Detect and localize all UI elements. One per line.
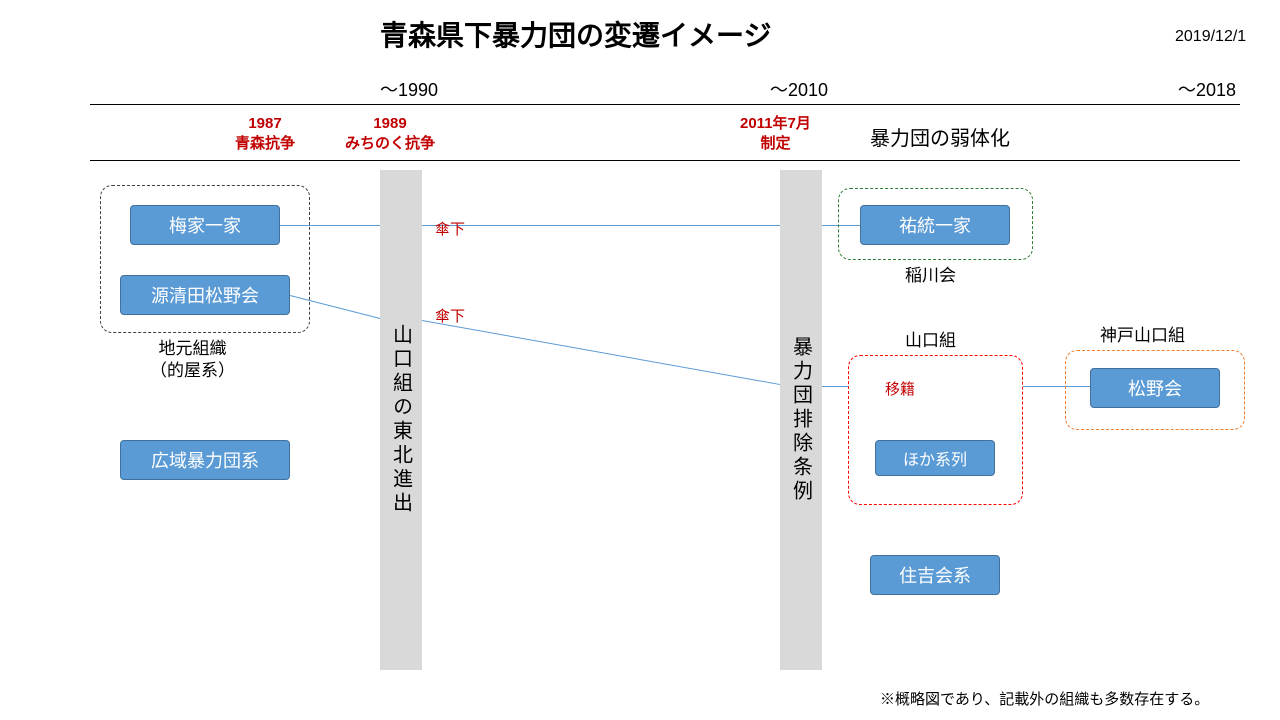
- diagram-title: 青森県下暴力団の変遷イメージ: [380, 14, 771, 54]
- relation-label: 傘下: [435, 305, 465, 326]
- era-label: ～2010: [770, 76, 828, 102]
- org-matsuno: 松野会: [1090, 368, 1220, 408]
- vertical-bar: 暴力団排除条例: [780, 170, 822, 670]
- footnote: ※概略図であり、記載外の組織も多数存在する。: [880, 688, 1209, 709]
- org-yuto: 祐統一家: [860, 205, 1010, 245]
- vertical-bar: 山口組の東北進出: [380, 170, 422, 670]
- connector-line: [422, 225, 780, 226]
- connector-line: [822, 386, 848, 387]
- org-hokakeiretsu: ほか系列: [875, 440, 995, 476]
- event-label: 2011年7月 制定: [740, 114, 811, 153]
- connector-line: [422, 320, 780, 385]
- relation-label: 傘下: [435, 218, 465, 239]
- group-label: 山口組: [905, 330, 956, 352]
- group-label: 稲川会: [905, 265, 956, 287]
- era-label: ～1990: [380, 76, 438, 102]
- org-koiki: 広域暴力団系: [120, 440, 290, 480]
- era-label: ～2018: [1178, 76, 1236, 102]
- date-label: 2019/12/1: [1175, 28, 1246, 46]
- group-yamaguchi: [848, 355, 1023, 505]
- event-label: 1989 みちのく抗争: [345, 114, 435, 153]
- event-label: 1987 青森抗争: [235, 114, 295, 153]
- org-genseida: 源清田松野会: [120, 275, 290, 315]
- org-umeka: 梅家一家: [130, 205, 280, 245]
- relation-label: 移籍: [885, 378, 915, 399]
- group-label: 神戸山口組: [1100, 325, 1185, 347]
- timeline-rule: [90, 160, 1240, 161]
- timeline-rule: [90, 104, 1240, 105]
- weakening-label: 暴力団の弱体化: [870, 122, 1010, 151]
- group-label: 地元組織 （的屋系）: [150, 338, 235, 382]
- org-sumiyoshi: 住吉会系: [870, 555, 1000, 595]
